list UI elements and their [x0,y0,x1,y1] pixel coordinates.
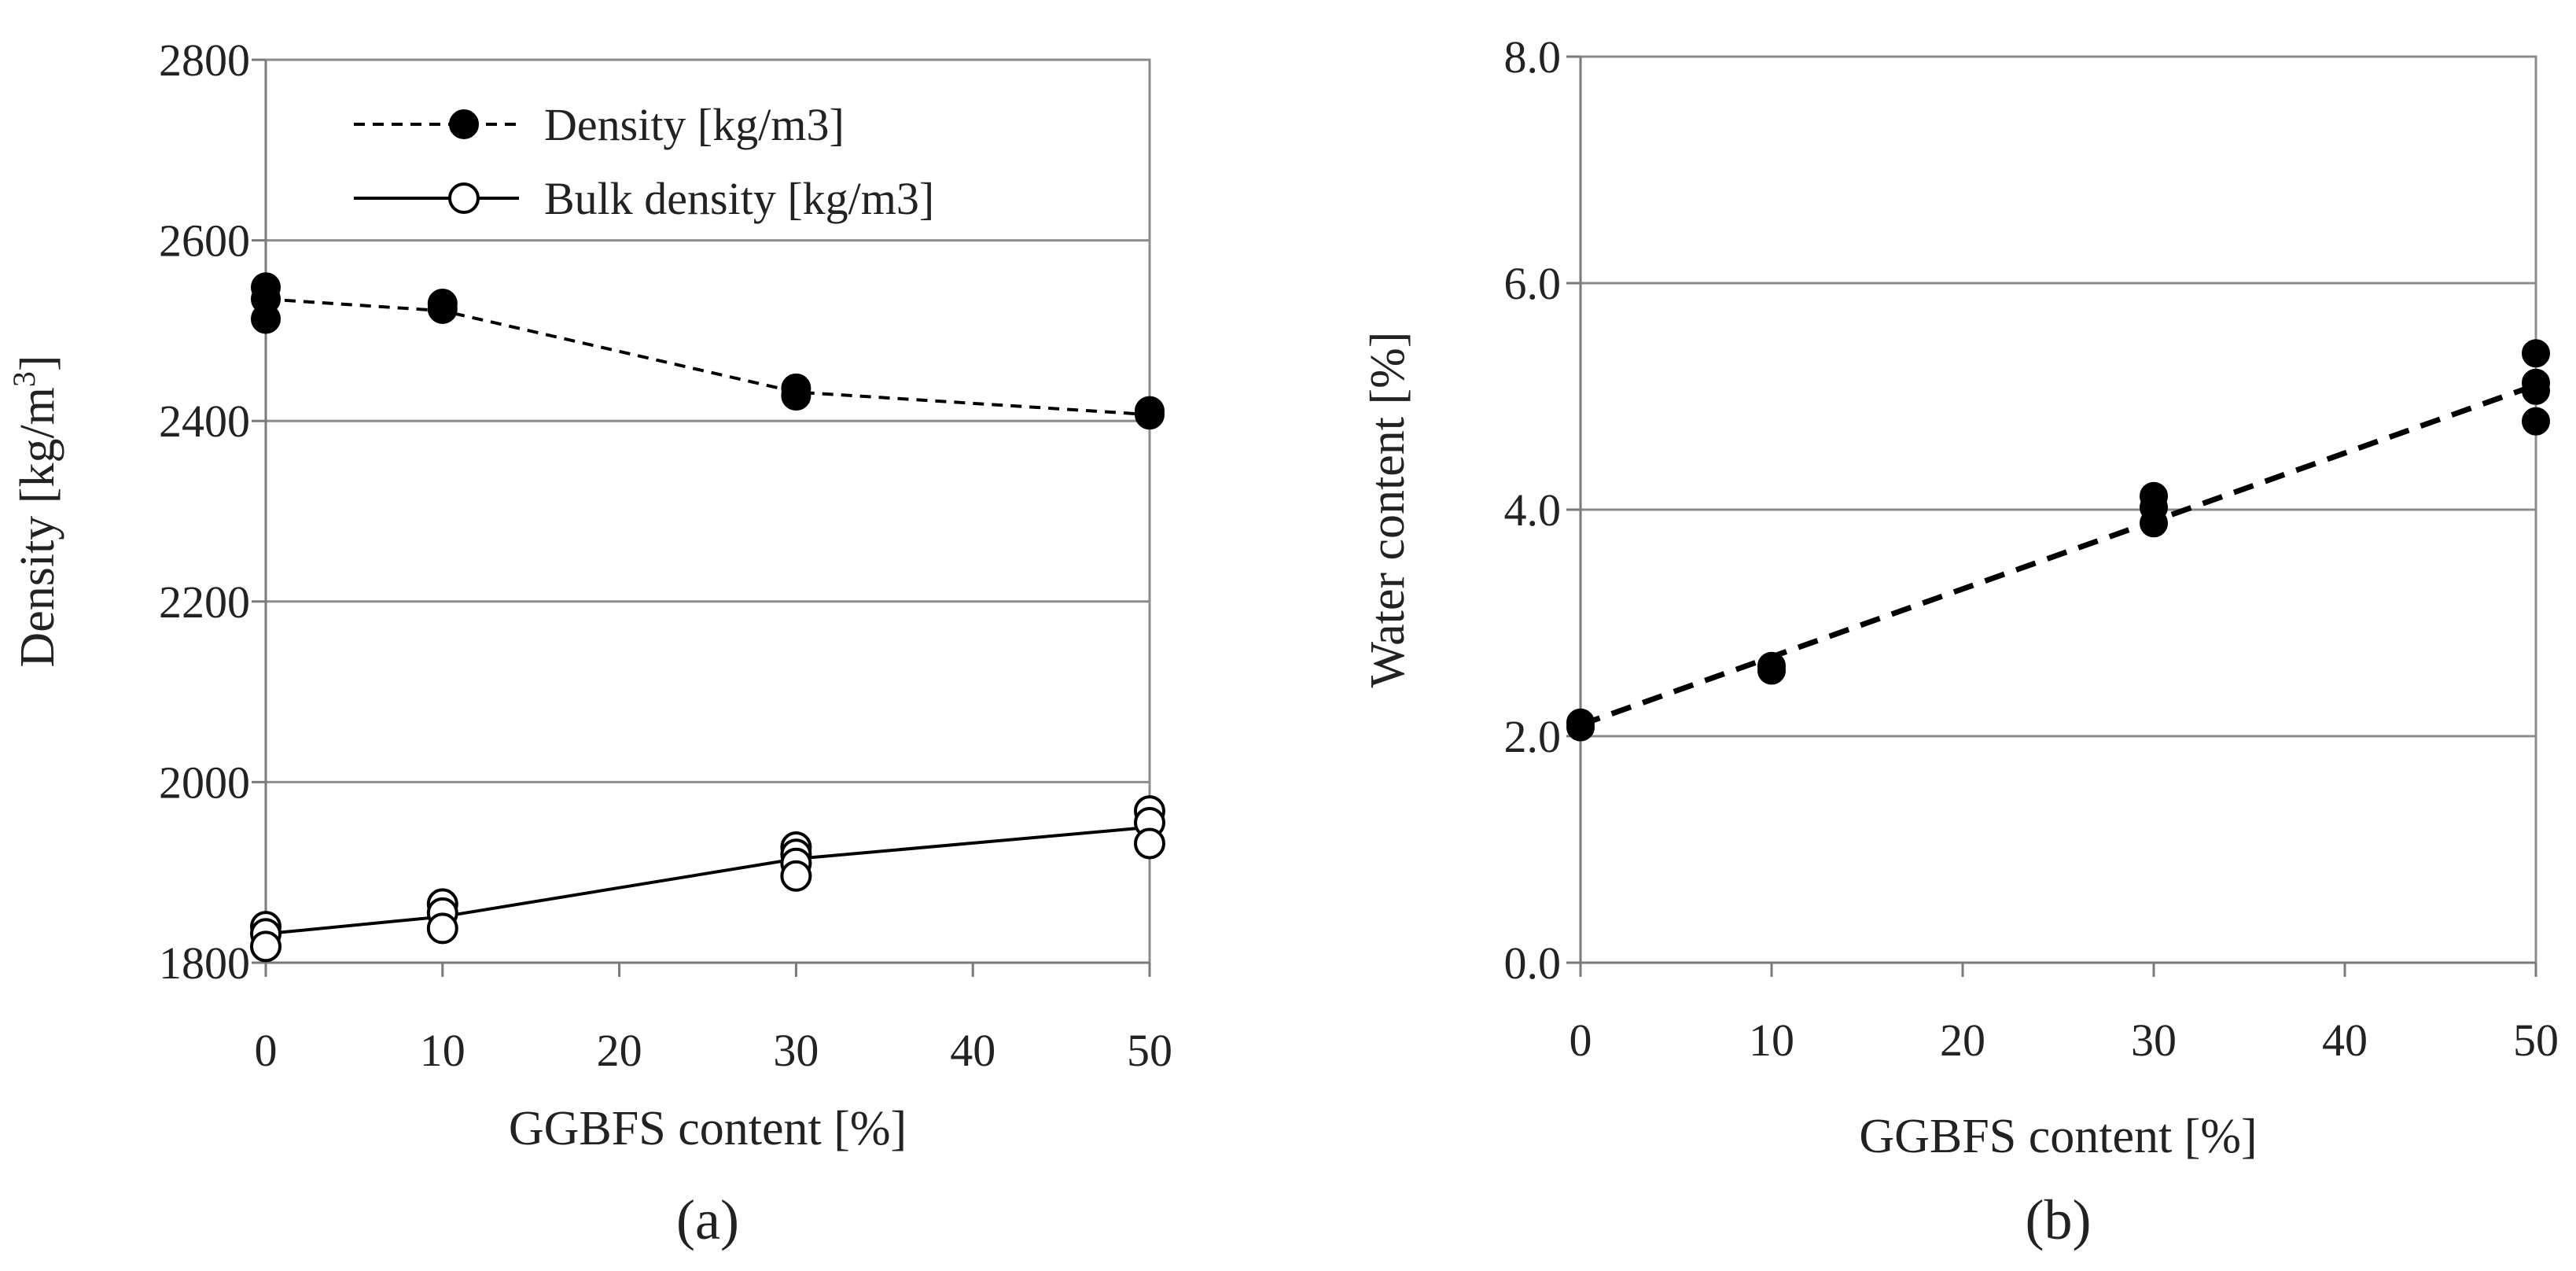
x-tick-label: 30 [2131,1015,2177,1066]
x-tick-label: 0 [255,1025,278,1076]
y-tick-label: 2000 [159,757,250,808]
trend-line [265,825,1150,936]
x-tick-label: 20 [597,1025,642,1076]
x-tick-label: 10 [420,1025,466,1076]
x-axis-title: GGBFS content [%] [1859,1110,2257,1163]
y-axis-title-text: Water content [%] [1361,332,1415,688]
y-axis-title-text: Density [kg/m [11,387,64,667]
legend: Density [kg/m3] Bulk density [kg/m3] [354,99,934,224]
x-tick-label: 40 [2322,1015,2368,1066]
y-tick-label: 2.0 [1504,711,1562,762]
x-tick-label: 50 [1127,1025,1172,1076]
y-axis-title-end: ] [11,355,64,371]
panel-label: (b) [2026,1188,2092,1251]
data-point [427,293,458,324]
x-tick-label: 30 [773,1025,819,1076]
chart-b-water-content: 0.0 2.0 4.0 6.0 8.0 0 10 20 30 40 50 GGBFS content … [1361,31,2559,1251]
y-axis-title: Water content [%] [1361,332,1415,688]
y-tick-label: 2800 [159,35,250,86]
data-point [1757,656,1786,685]
legend-marker [449,109,479,139]
data-point [250,930,282,963]
y-tick-label: 8.0 [1504,31,1562,83]
data-point [2522,407,2550,436]
y-axis-title: Density [kg/m3] [6,355,64,667]
y-tick-label: 1800 [159,938,250,989]
x-tick-label: 40 [950,1025,995,1076]
y-tick-label: 2600 [159,216,250,267]
data-point [781,381,811,411]
y-axis-title-superscript: 3 [6,371,42,387]
data-point [2522,376,2550,405]
trend-line [265,297,1150,417]
data-point [2522,339,2550,368]
legend-label: Density [kg/m3] [544,99,845,150]
data-point [1566,713,1595,742]
data-point [1135,400,1165,430]
y-tick-label: 6.0 [1504,258,1562,309]
data-point [2140,509,2168,538]
y-tick-label: 4.0 [1504,484,1562,536]
trend-line [1579,382,2537,728]
y-tick-label: 2400 [159,396,250,447]
x-tick-label: 50 [2513,1015,2559,1066]
data-point [426,912,458,945]
x-axis-title: GGBFS content [%] [509,1102,907,1155]
data-point [251,304,281,334]
legend-label: Bulk density [kg/m3] [544,173,934,224]
panel-label: (a) [676,1188,739,1251]
y-tick-label: 2200 [159,577,250,628]
legend-marker [448,182,480,214]
chart-a-density: 1800 2000 2200 2400 2600 2800 0 10 20 30 40 50 GGBFS… [6,35,1172,1251]
data-point [780,860,812,892]
y-tick-label: 0.0 [1504,938,1562,989]
data-point [1134,827,1165,860]
x-tick-label: 0 [1570,1015,1592,1066]
x-tick-label: 20 [1940,1015,1985,1066]
x-tick-label: 10 [1749,1015,1794,1066]
